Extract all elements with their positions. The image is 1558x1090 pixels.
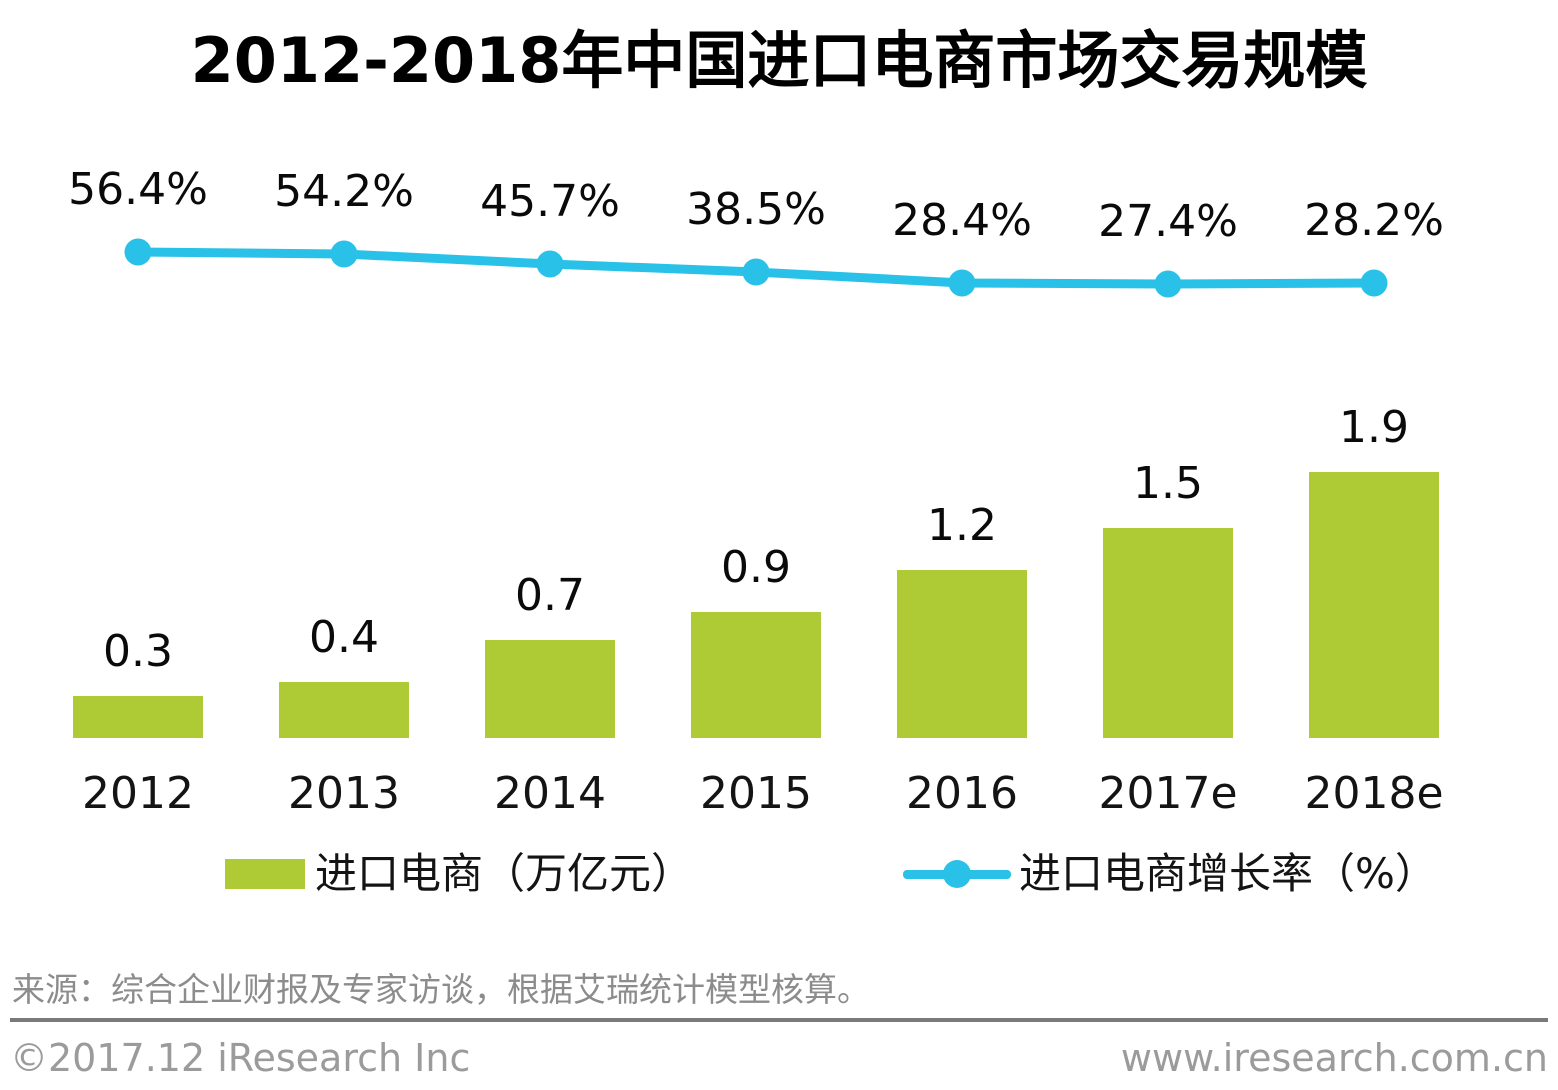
x-axis-label-2016: 2016: [906, 768, 1018, 819]
line-point-2014: [536, 250, 564, 278]
bar-2014: [485, 640, 615, 738]
growth-rate-label-2015: 38.5%: [686, 184, 826, 235]
line-point-2016: [948, 269, 976, 297]
bar-value-label-2012: 0.3: [103, 626, 173, 677]
line-point-2015: [742, 258, 770, 286]
website-link[interactable]: www.iresearch.com.cn: [1120, 1036, 1548, 1080]
bar-2015: [691, 612, 821, 738]
bar-2012: [73, 696, 203, 738]
line-point-2013: [330, 240, 358, 268]
legend-bar-label: 进口电商（万亿元）: [315, 849, 694, 898]
x-axis-label-2013: 2013: [288, 768, 400, 819]
x-axis-label-2017e: 2017e: [1098, 768, 1238, 819]
bar-value-label-2018e: 1.9: [1339, 402, 1409, 453]
legend-item-bar-series: 进口电商（万亿元）: [225, 850, 693, 898]
growth-rate-label-2012: 56.4%: [68, 164, 208, 215]
growth-rate-label-2016: 28.4%: [892, 195, 1032, 246]
growth-rate-label-2014: 45.7%: [480, 176, 620, 227]
growth-rate-label-2017e: 27.4%: [1098, 196, 1238, 247]
bar-2018e: [1309, 472, 1439, 738]
growth-rate-line-chart: [124, 238, 1388, 298]
bar-value-label-2013: 0.4: [309, 612, 379, 663]
line-marker-dot: [943, 860, 971, 888]
bar-value-label-2014: 0.7: [515, 570, 585, 621]
line-point-2018e: [1360, 269, 1388, 297]
x-axis-label-2012: 2012: [82, 768, 194, 819]
bar-value-label-2017e: 1.5: [1133, 458, 1203, 509]
x-axis-label-2014: 2014: [494, 768, 606, 819]
bar-value-label-2016: 1.2: [927, 500, 997, 551]
bar-2016: [897, 570, 1027, 738]
footer-divider: [10, 1018, 1548, 1022]
line-point-2012: [124, 238, 152, 266]
x-axis-label-2018e: 2018e: [1304, 768, 1444, 819]
growth-rate-label-2013: 54.2%: [274, 166, 414, 217]
growth-rate-label-2018e: 28.2%: [1304, 195, 1444, 246]
line-series-marker-icon: [903, 857, 1011, 891]
legend-item-line-series: 进口电商增长率（%）: [903, 850, 1437, 898]
source-note: 来源：综合企业财报及专家访谈，根据艾瑞统计模型核算。: [12, 970, 870, 1009]
chart-legend: 进口电商（万亿元） 进口电商增长率（%）: [0, 850, 1558, 898]
legend-line-label: 进口电商增长率（%）: [1019, 849, 1437, 898]
bar-series-swatch-icon: [225, 859, 305, 889]
bar-2017e: [1103, 528, 1233, 738]
bar-2013: [279, 682, 409, 738]
copyright-text: ©2017.12 iResearch Inc: [10, 1036, 471, 1080]
line-point-2017e: [1154, 270, 1182, 298]
chart-title: 2012-2018年中国进口电商市场交易规模: [190, 24, 1368, 97]
x-axis-label-2015: 2015: [700, 768, 812, 819]
bar-value-label-2015: 0.9: [721, 542, 791, 593]
